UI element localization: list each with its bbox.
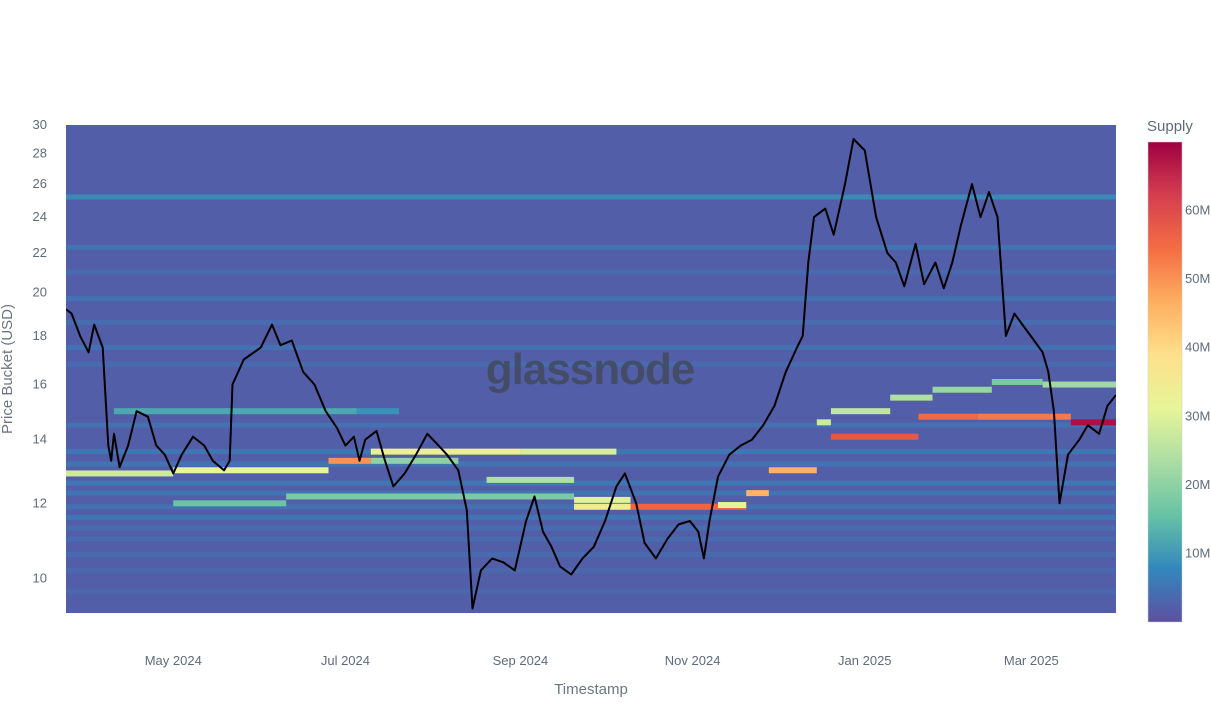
colorbar: Supply 10M 20M 30M 40M 50M 60M <box>1147 118 1210 623</box>
price-line-layer <box>66 138 1116 610</box>
supply-segment <box>890 394 933 401</box>
watermark-logo: glassnode <box>486 345 695 394</box>
supply-segment <box>370 448 521 455</box>
supply-segment <box>356 408 400 415</box>
colorbar-title: Supply <box>1147 118 1193 135</box>
price-line <box>66 138 1116 610</box>
supply-band <box>66 319 1116 325</box>
y-tick-label: 20 <box>33 284 47 299</box>
y-tick-label: 14 <box>33 432 47 447</box>
supply-segment <box>746 490 769 497</box>
supply-segment <box>574 503 631 510</box>
y-tick-label: 28 <box>33 145 47 160</box>
colorbar-tick-label: 40M <box>1185 340 1210 355</box>
colorbar-tick-label: 60M <box>1185 203 1210 218</box>
x-axis: May 2024 Jul 2024 Sep 2024 Nov 2024 Jan 2025… <box>145 653 1059 668</box>
y-tick-label: 18 <box>33 328 47 343</box>
supply-band <box>66 361 1116 367</box>
x-tick-label: Jan 2025 <box>838 653 892 668</box>
supply-segment <box>830 408 891 415</box>
y-axis-title: Price Bucket (USD) <box>0 304 16 434</box>
y-tick-label: 10 <box>33 571 47 586</box>
supply-band <box>66 514 1116 520</box>
heatmap-layer <box>66 125 1116 613</box>
colorbar-tick-label: 10M <box>1185 545 1210 560</box>
supply-segment <box>630 503 747 510</box>
supply-segment <box>932 386 992 393</box>
x-axis-title: Timestamp <box>554 681 628 698</box>
supply-band <box>66 345 1116 351</box>
heatmap-background <box>66 125 1116 613</box>
supply-segment <box>113 408 357 415</box>
supply-segment <box>991 378 1043 385</box>
supply-band <box>66 269 1116 275</box>
y-tick-label: 12 <box>33 495 47 510</box>
y-tick-label: 16 <box>33 377 47 392</box>
supply-segment <box>486 476 575 483</box>
supply-segment <box>173 500 287 507</box>
supply-band <box>66 422 1116 428</box>
supply-band <box>66 552 1116 558</box>
supply-band <box>66 296 1116 302</box>
y-axis: 10 12 14 16 18 20 22 24 26 28 30 <box>33 117 47 586</box>
colorbar-tick-label: 20M <box>1185 477 1210 492</box>
supply-segment <box>977 413 1071 420</box>
supply-segment <box>918 413 978 420</box>
supply-segment <box>768 467 817 474</box>
supply-segment <box>328 457 371 464</box>
supply-segment <box>370 457 459 464</box>
supply-segment <box>520 448 617 455</box>
supply-segment <box>1070 419 1116 426</box>
colorbar-ticks: 10M 20M 30M 40M 50M 60M <box>1185 203 1210 561</box>
supply-band <box>66 490 1116 496</box>
supply-segment <box>574 496 631 503</box>
supply-segment <box>718 502 747 509</box>
supply-band <box>66 567 1116 573</box>
supply-segment <box>1042 381 1116 388</box>
colorbar-tick-label: 50M <box>1185 271 1210 286</box>
x-tick-label: May 2024 <box>145 653 202 668</box>
x-tick-label: Jul 2024 <box>321 653 370 668</box>
supply-band <box>66 194 1116 200</box>
x-tick-label: Nov 2024 <box>665 653 721 668</box>
supply-segment <box>286 493 575 500</box>
y-tick-label: 30 <box>33 117 47 132</box>
supply-band <box>66 588 1116 594</box>
colorbar-tick-label: 30M <box>1185 408 1210 423</box>
colorbar-gradient <box>1147 141 1183 623</box>
supply-segment <box>830 433 919 440</box>
supply-band <box>66 525 1116 531</box>
y-tick-label: 22 <box>33 245 47 260</box>
y-tick-label: 26 <box>33 176 47 191</box>
supply-band <box>66 536 1116 542</box>
supply-segment <box>173 467 329 474</box>
x-tick-label: Sep 2024 <box>493 653 549 668</box>
supply-band <box>66 461 1116 467</box>
supply-band <box>66 244 1116 250</box>
supply-segment <box>816 419 831 426</box>
x-tick-label: Mar 2025 <box>1004 653 1059 668</box>
supply-segment <box>66 470 174 477</box>
supply-band <box>66 480 1116 486</box>
y-tick-label: 24 <box>33 209 47 224</box>
